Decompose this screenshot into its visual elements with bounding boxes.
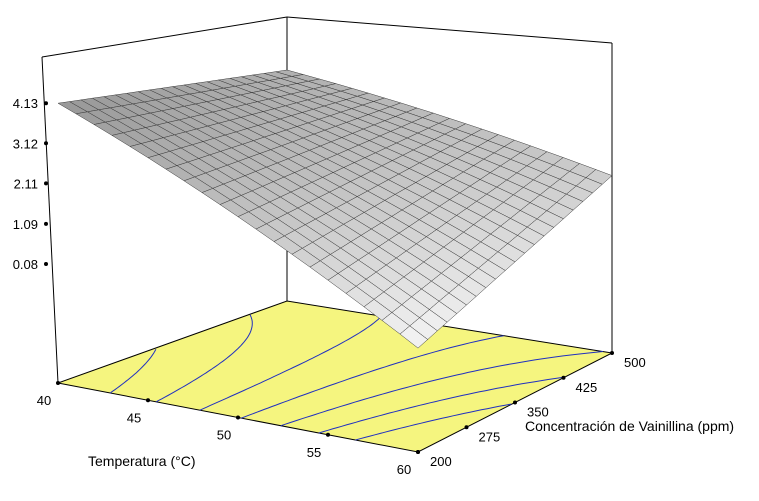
x-tick-label: 55 (307, 445, 321, 460)
y-tick-label: 275 (479, 429, 501, 444)
box-edge (41, 56, 59, 384)
z-tick-mark (44, 141, 48, 146)
z-tick-label: 3.12 (13, 136, 38, 151)
z-tick-mark (44, 101, 48, 106)
z-tick-label: 1.09 (13, 217, 38, 232)
y-axis-title: Concentración de Vainillina (ppm) (525, 418, 734, 434)
contour-line (109, 349, 157, 394)
y-tick-mark (610, 351, 614, 355)
y-tick-label: 200 (430, 454, 452, 469)
y-tick-mark (513, 400, 517, 405)
surface-cell (399, 325, 429, 349)
x-axis: 40 45 50 55 60 (37, 381, 420, 477)
z-tick-mark (44, 181, 48, 186)
z-tick-mark (44, 262, 48, 266)
x-tick-label: 45 (127, 410, 141, 425)
contour-line (241, 335, 504, 419)
y-tick-mark (561, 375, 566, 380)
x-tick-label: 40 (37, 393, 51, 408)
contour-floor (56, 300, 614, 453)
contour-line (155, 314, 253, 403)
x-tick-mark (326, 432, 330, 437)
x-axis-title: Temperatura (°C) (88, 453, 196, 469)
x-tick-label: 50 (217, 428, 231, 443)
z-tick-label: 2.11 (14, 176, 38, 191)
x-tick-mark (56, 381, 60, 385)
box-edge (286, 16, 613, 44)
z-tick-label: 4.13 (13, 96, 38, 111)
z-tick-mark (44, 221, 48, 226)
z-tick-label: 0.08 (13, 257, 38, 272)
box-edge (41, 16, 288, 58)
y-tick-label: 425 (576, 380, 598, 395)
y-axis: 200 275 350 425 500 (416, 351, 646, 469)
bounding-box-front (41, 56, 59, 384)
contour-line (199, 315, 382, 411)
x-tick-label: 60 (397, 462, 411, 477)
z-axis: 0.08 1.09 2.11 3.12 4.13 (13, 96, 48, 272)
contour-line (355, 403, 512, 441)
x-tick-mark (236, 415, 240, 420)
x-tick-mark (146, 398, 150, 403)
y-tick-mark (464, 425, 469, 430)
y-tick-label: 350 (527, 405, 549, 420)
contour-line (280, 351, 603, 427)
y-tick-mark (416, 450, 420, 454)
y-tick-label: 500 (624, 355, 646, 370)
contour-line (318, 377, 562, 434)
response-surface (57, 69, 613, 349)
